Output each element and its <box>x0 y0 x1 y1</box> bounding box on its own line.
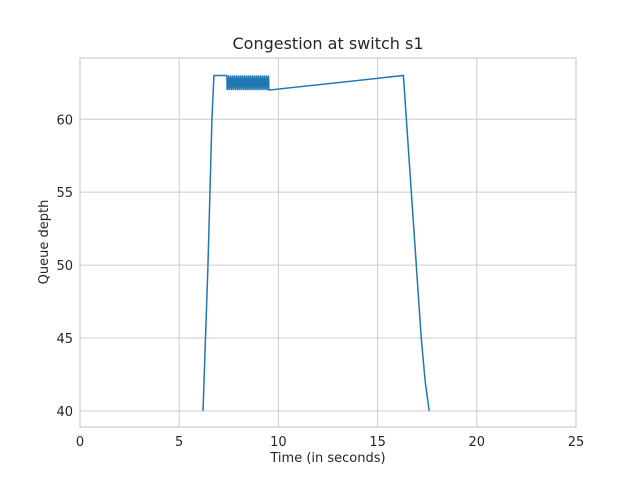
x-axis-ticks: 0 5 10 15 20 25 <box>76 435 584 450</box>
y-axis-ticks: 40 45 50 55 60 <box>56 113 73 420</box>
y-axis-label: Queue depth <box>37 200 52 285</box>
y-tick-label: 60 <box>56 113 73 128</box>
chart-title: Congestion at switch s1 <box>232 34 423 53</box>
x-tick-label: 25 <box>568 435 585 450</box>
y-tick-label: 40 <box>56 405 73 420</box>
x-tick-label: 15 <box>369 435 386 450</box>
x-tick-label: 5 <box>175 435 183 450</box>
queue-depth-line <box>202 74 430 412</box>
x-axis-label: Time (in seconds) <box>269 451 385 466</box>
series-layer <box>202 74 430 412</box>
x-tick-label: 0 <box>76 435 84 450</box>
y-tick-label: 55 <box>56 186 73 201</box>
plot-frame <box>79 57 577 428</box>
y-tick-label: 50 <box>56 259 73 274</box>
grid <box>79 58 577 427</box>
x-tick-label: 20 <box>469 435 486 450</box>
y-tick-label: 45 <box>56 332 73 347</box>
x-tick-label: 10 <box>270 435 287 450</box>
